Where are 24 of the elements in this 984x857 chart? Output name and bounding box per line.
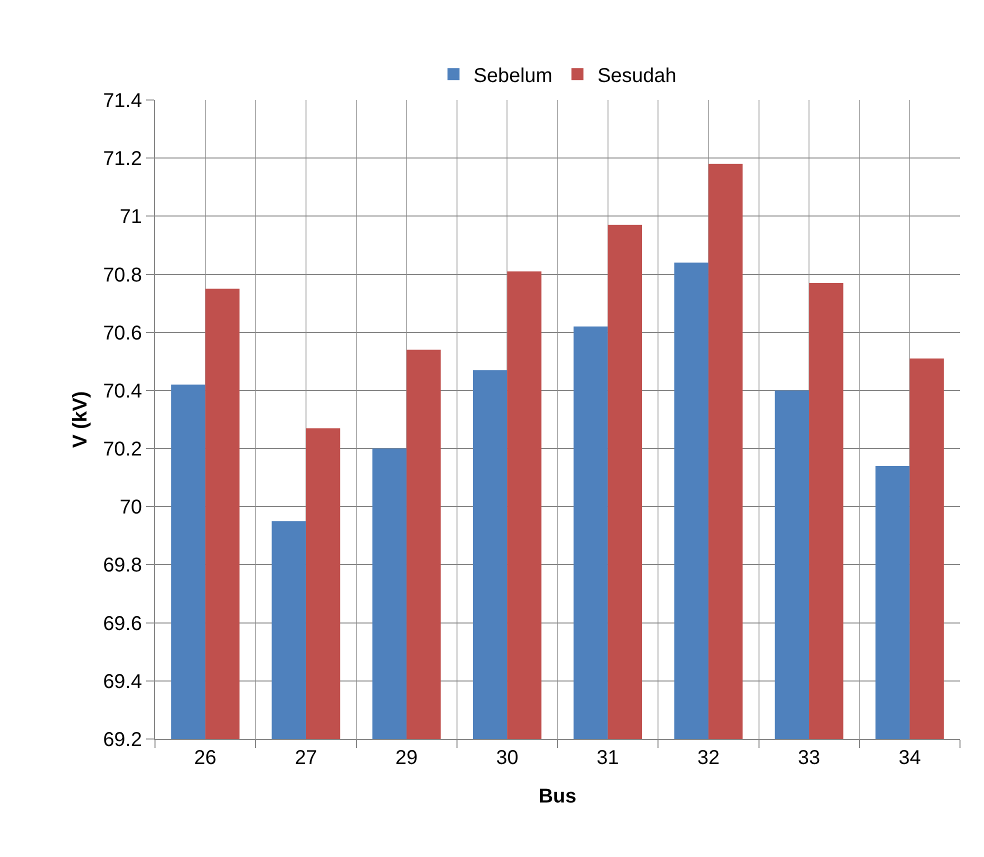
y-axis-title: V (kV): [70, 391, 92, 448]
y-tick-label: 70.2: [103, 438, 142, 461]
x-tick-label: 26: [194, 747, 216, 769]
legend-label: Sebelum: [474, 64, 552, 87]
x-tick-label: 32: [697, 747, 720, 769]
x-tick-label: 31: [596, 747, 619, 769]
y-tick-label: 69.8: [103, 554, 142, 577]
x-tick-label: 30: [496, 747, 518, 769]
y-tick-label: 69.4: [103, 670, 142, 693]
y-tick-label: 70.6: [103, 322, 142, 344]
x-tick-label: 27: [294, 747, 318, 769]
y-tick-label: 71.4: [103, 90, 142, 112]
y-tick-label: 69.6: [103, 612, 142, 635]
y-tick-label: 71: [120, 206, 142, 228]
y-tick-label: 70: [120, 496, 142, 519]
legend-label: Sesudah: [597, 64, 676, 87]
y-tick-label: 69.2: [103, 729, 142, 751]
y-tick-label: 70.8: [103, 264, 142, 286]
x-tick-label: 33: [798, 747, 820, 769]
y-tick-label: 70.4: [103, 380, 142, 402]
x-axis-title: Bus: [538, 786, 576, 808]
x-tick-label: 29: [395, 747, 418, 769]
x-tick-label: 34: [898, 747, 921, 769]
y-tick-label: 71.2: [103, 148, 142, 170]
